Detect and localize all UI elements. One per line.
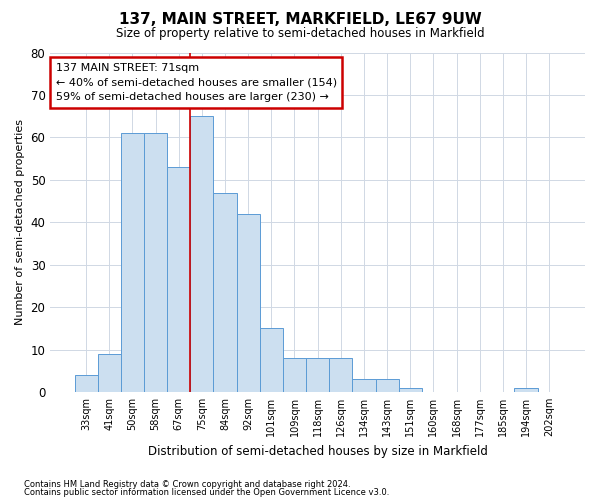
Text: Size of property relative to semi-detached houses in Markfield: Size of property relative to semi-detach… [116,28,484,40]
Bar [190,116,214,392]
Y-axis label: Number of semi-detached properties: Number of semi-detached properties [15,119,25,325]
Bar [121,133,144,392]
Bar [260,328,283,392]
Bar [283,358,306,392]
Bar [329,358,352,392]
X-axis label: Distribution of semi-detached houses by size in Markfield: Distribution of semi-detached houses by … [148,444,488,458]
Bar [236,214,260,392]
Bar [376,379,398,392]
Bar [74,375,98,392]
Bar [398,388,422,392]
Text: Contains HM Land Registry data © Crown copyright and database right 2024.: Contains HM Land Registry data © Crown c… [24,480,350,489]
Bar [306,358,329,392]
Bar [167,167,190,392]
Bar [514,388,538,392]
Text: 137 MAIN STREET: 71sqm
← 40% of semi-detached houses are smaller (154)
59% of se: 137 MAIN STREET: 71sqm ← 40% of semi-det… [56,62,337,102]
Text: Contains public sector information licensed under the Open Government Licence v3: Contains public sector information licen… [24,488,389,497]
Text: 137, MAIN STREET, MARKFIELD, LE67 9UW: 137, MAIN STREET, MARKFIELD, LE67 9UW [119,12,481,28]
Bar [98,354,121,392]
Bar [352,379,376,392]
Bar [214,192,236,392]
Bar [144,133,167,392]
